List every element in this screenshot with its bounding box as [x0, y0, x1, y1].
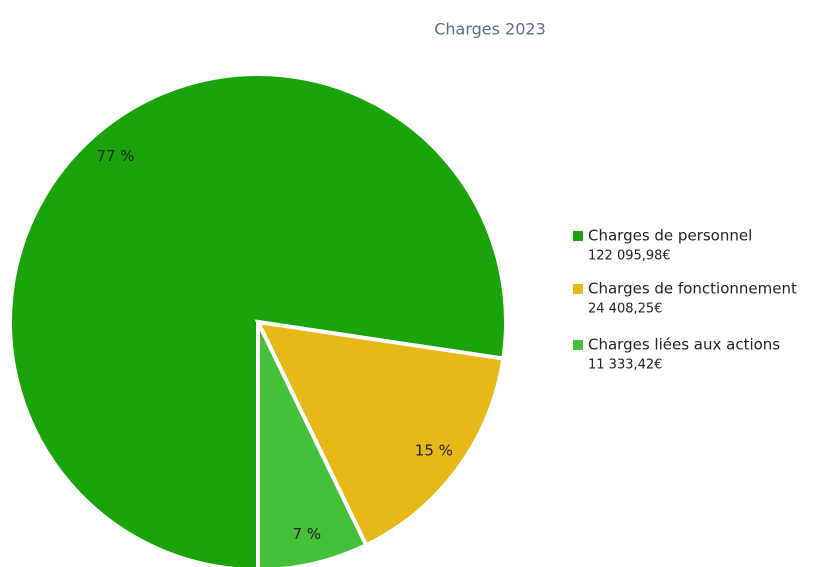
- legend-swatch: [573, 231, 583, 241]
- pie-slice: [254, 319, 506, 548]
- legend-label: Charges de fonctionnement: [588, 280, 797, 298]
- slice-label: 15 %: [415, 442, 453, 460]
- chart-title: Charges 2023: [434, 20, 546, 39]
- slice-label: 77 %: [96, 147, 134, 165]
- legend-swatch: [573, 284, 583, 294]
- legend-value: 122 095,98€: [588, 249, 671, 264]
- legend-label: Charges liées aux actions: [588, 336, 780, 354]
- legend-value: 11 333,42€: [588, 358, 662, 373]
- slice-label: 7 %: [293, 525, 322, 543]
- legend-label: Charges de personnel: [588, 227, 752, 245]
- legend-value: 24 408,25€: [588, 302, 662, 317]
- legend-swatch: [573, 340, 583, 350]
- pie-slice: [256, 321, 369, 567]
